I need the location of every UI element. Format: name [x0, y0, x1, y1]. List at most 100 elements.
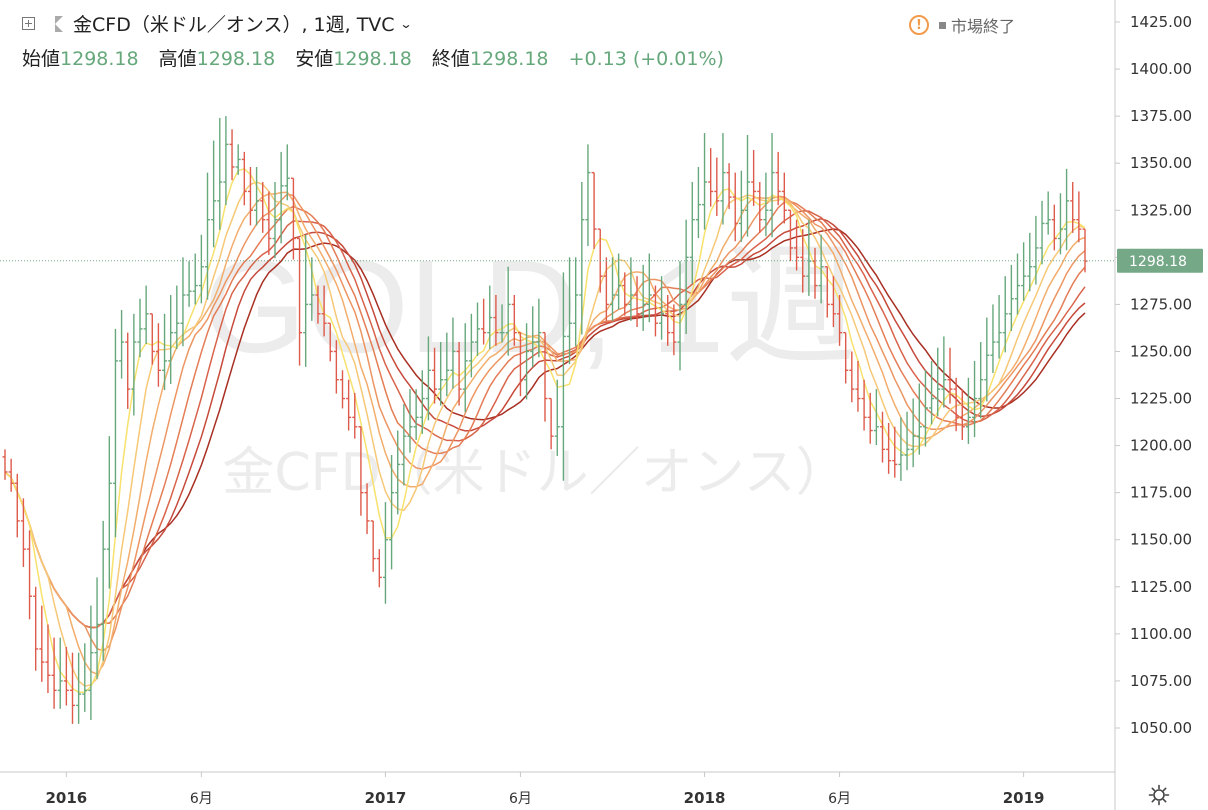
- time-tick-label: 2017: [365, 789, 407, 807]
- warning-icon[interactable]: !: [908, 15, 929, 35]
- ohlc-bar: [677, 261, 683, 371]
- ohlc-bar: [560, 272, 566, 481]
- ohlc-bar: [818, 234, 824, 304]
- ohlc-bar: [272, 182, 278, 259]
- ohlc-bar: [922, 370, 928, 447]
- time-axis[interactable]: 2016 6月 2017 6月 2018 6月 2019: [0, 771, 1115, 807]
- price-tick-label: 1225.00: [1130, 390, 1192, 408]
- price-tick-label: 1100.00: [1130, 625, 1192, 643]
- plus-square-icon[interactable]: [22, 17, 35, 30]
- price-tick-label: 1275.00: [1130, 295, 1192, 313]
- ohlc-bar: [63, 647, 69, 706]
- ohlc-bar: [20, 498, 26, 567]
- ohlc-bar: [327, 322, 333, 362]
- price-axis[interactable]: 1425.001400.001375.001350.001325.001300.…: [1114, 0, 1203, 810]
- low-label: 安値: [295, 48, 334, 70]
- ohlc-bar: [855, 360, 861, 412]
- ohlc-bar: [382, 502, 388, 604]
- market-status[interactable]: ! 市場終了: [908, 13, 1015, 37]
- ohlc-bar: [162, 313, 168, 391]
- ohlc-bar: [935, 347, 941, 417]
- price-tick-label: 1400.00: [1130, 60, 1192, 78]
- ohlc-bar: [432, 347, 438, 404]
- ohlc-bar: [886, 423, 892, 474]
- ohlc-bar: [941, 336, 947, 408]
- ohlc-bar: [1070, 182, 1076, 233]
- price-tick-label: 1075.00: [1130, 672, 1192, 690]
- ohlc-bar: [689, 182, 695, 284]
- open-value: 1298.18: [60, 48, 139, 70]
- price-tick-label: 1375.00: [1130, 107, 1192, 125]
- ohlc-bar: [112, 328, 118, 538]
- ohlc-bar: [143, 285, 149, 345]
- close-label: 終値: [431, 48, 470, 70]
- ohlc-bar: [745, 134, 750, 237]
- ohlc-bar: [990, 304, 996, 374]
- open-label: 始値: [22, 48, 61, 70]
- ohlc-bar: [695, 166, 701, 239]
- price-change: +0.13 (+0.01%): [568, 48, 724, 70]
- price-tick-label: 1175.00: [1130, 484, 1192, 502]
- low-value: 1298.18: [333, 48, 412, 70]
- ohlc-bar: [481, 298, 487, 345]
- ohlc-bar: [364, 483, 370, 535]
- ohlc-bar: [898, 417, 904, 481]
- ohlc-bar: [978, 342, 984, 419]
- ohlc-bar: [456, 342, 462, 406]
- ohlc-bar: [787, 209, 793, 262]
- ohlc-bar: [444, 332, 450, 397]
- ohlc-bar: [241, 151, 247, 206]
- ohlc-bar: [1051, 204, 1057, 251]
- ohlc-bar: [88, 605, 94, 720]
- ohlc-bar: [824, 266, 830, 318]
- ohlc-bar: [873, 389, 879, 446]
- ohlc-bar: [524, 323, 530, 400]
- ohlc-bar: [425, 336, 431, 421]
- price-tick-label: 1125.00: [1130, 578, 1192, 596]
- ohlc-bar: [591, 171, 597, 249]
- ohlc-bar: [155, 323, 161, 387]
- ohlc-bar: [352, 392, 358, 439]
- last-price-badge: [1117, 248, 1203, 273]
- high-label: 高値: [158, 48, 197, 70]
- ohlc-bar: [714, 157, 720, 217]
- ohlc-bar: [505, 266, 511, 356]
- time-tick-label: 2019: [1003, 789, 1045, 807]
- ohlc-bar: [278, 151, 284, 244]
- ohlc-bar: [475, 302, 480, 356]
- symbol-title-row[interactable]: 金CFD（米ドル／オンス）, 1週, TVC ⌄: [22, 10, 413, 37]
- time-tick-label: 6月: [190, 791, 213, 807]
- ohlc-bar: [794, 219, 800, 271]
- ohlc-bar: [198, 234, 204, 304]
- ohlc-bar: [622, 272, 628, 316]
- last-price-label: 1298.18: [1129, 254, 1187, 270]
- ohlc-bar: [438, 342, 444, 406]
- ohlc-bar: [340, 370, 345, 409]
- high-value: 1298.18: [196, 48, 276, 70]
- ohlc-bar: [800, 229, 806, 293]
- ohlc-bar: [603, 257, 609, 321]
- price-tick-label: 1050.00: [1130, 719, 1192, 737]
- ohlc-bar: [904, 411, 910, 471]
- ohlc-bar: [1045, 191, 1051, 235]
- flag-icon[interactable]: [55, 15, 63, 32]
- ohlc-bar: [57, 637, 63, 709]
- price-tick-label: 1150.00: [1130, 531, 1192, 549]
- ohlc-bar: [830, 276, 836, 327]
- chevron-down-icon[interactable]: ⌄: [399, 16, 413, 31]
- ohlc-bar: [370, 520, 376, 572]
- ohlc-bar: [358, 426, 364, 516]
- ohlc-bar: [333, 340, 339, 394]
- ohlc-bar: [70, 652, 75, 724]
- gear-icon[interactable]: [1148, 784, 1170, 806]
- ohlc-bar: [401, 404, 407, 486]
- ohlc-bar: [27, 530, 33, 620]
- ohlc-bar: [548, 397, 554, 450]
- ohlc-bar: [131, 313, 137, 416]
- ohlc-bar: [376, 549, 382, 588]
- ohlc-bar: [511, 294, 517, 346]
- ohlc-bar: [8, 458, 14, 492]
- symbol-title[interactable]: 金CFD（米ドル／オンス）, 1週, TVC: [73, 14, 395, 36]
- ohlc-bar: [640, 264, 646, 331]
